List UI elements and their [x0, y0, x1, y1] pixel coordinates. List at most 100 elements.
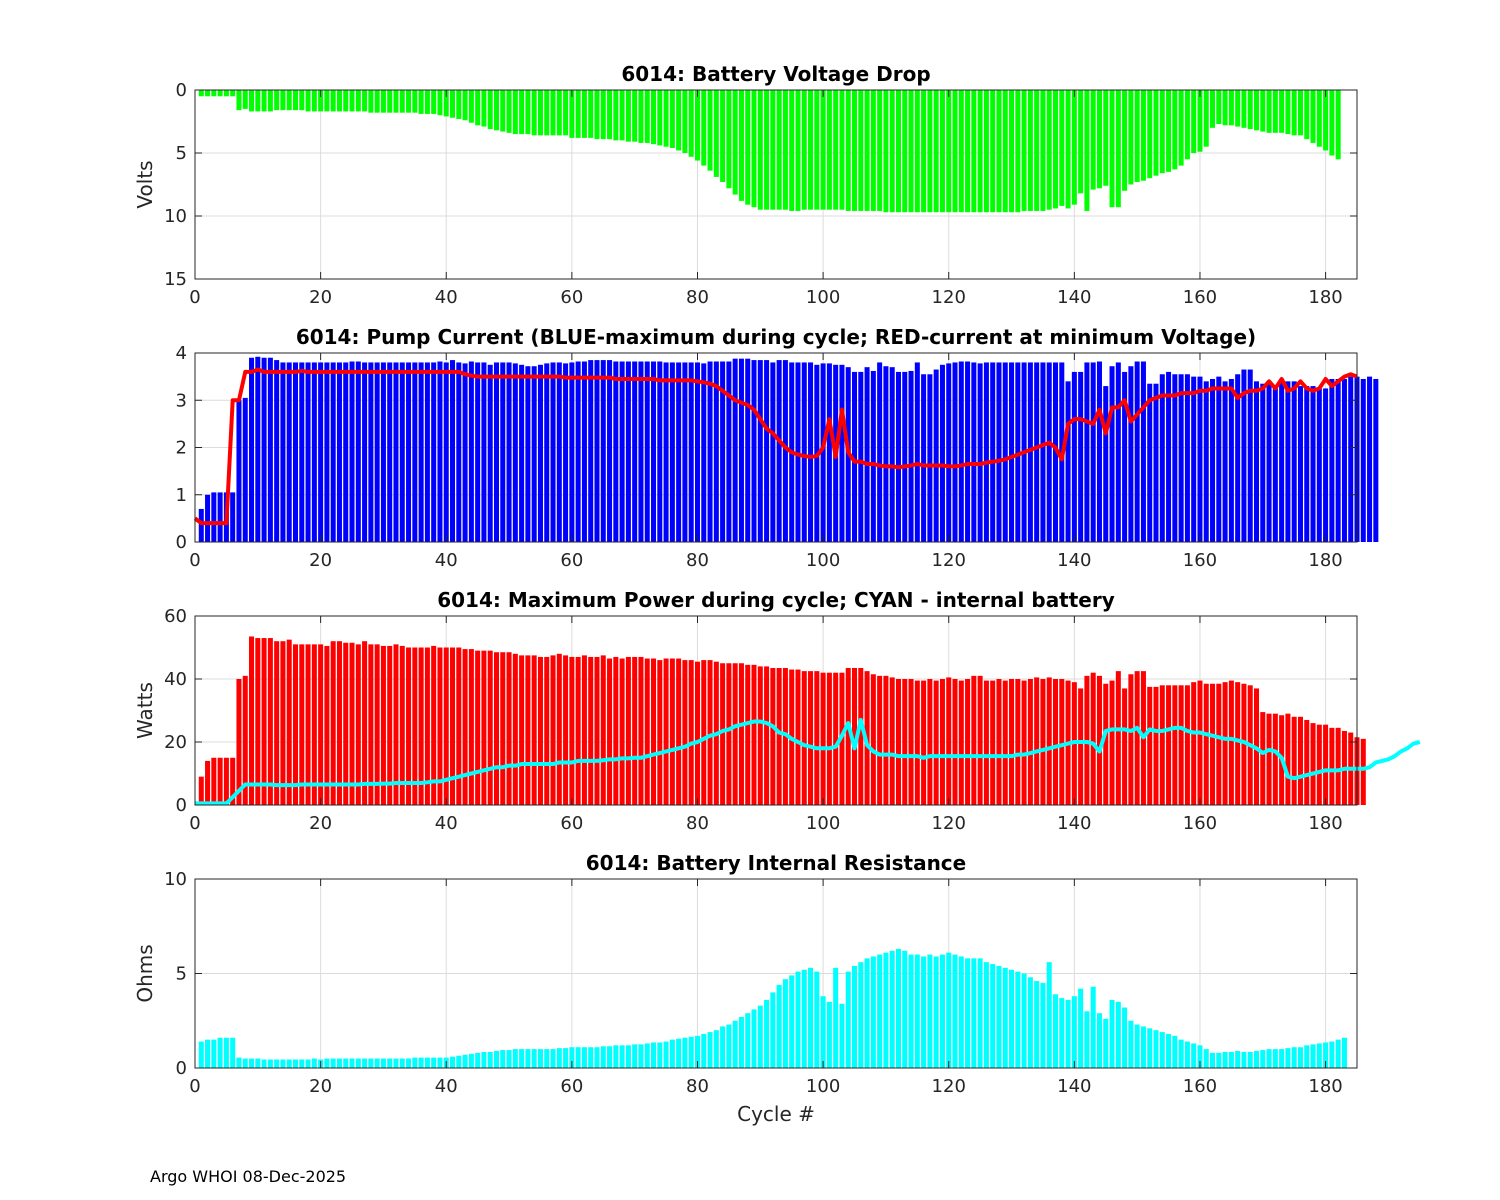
bar — [613, 1045, 619, 1068]
bar — [669, 1039, 675, 1068]
bar — [198, 1041, 204, 1068]
bar — [487, 1051, 493, 1068]
bar — [607, 90, 613, 140]
bar — [1235, 682, 1241, 805]
bar — [858, 962, 864, 1068]
bar — [914, 680, 920, 805]
bar — [255, 90, 261, 112]
bar — [814, 90, 820, 210]
bar — [1034, 362, 1040, 542]
bar — [1304, 90, 1310, 140]
bar — [958, 956, 964, 1068]
bar — [387, 645, 393, 805]
bar — [713, 361, 719, 542]
bar — [977, 958, 983, 1068]
bar — [776, 90, 782, 210]
x-tick-label: 140 — [1057, 550, 1091, 571]
bar — [468, 361, 474, 542]
y-tick-label: 5 — [176, 143, 187, 164]
bar — [588, 1047, 594, 1068]
bar — [569, 656, 575, 805]
bar — [983, 962, 989, 1068]
bar — [814, 671, 820, 806]
bar — [852, 667, 858, 805]
bar — [418, 362, 424, 542]
bar — [908, 954, 914, 1068]
bar — [1078, 988, 1084, 1068]
bar — [726, 90, 732, 189]
bar — [230, 492, 236, 542]
bar — [795, 90, 801, 211]
bar — [1197, 90, 1203, 152]
x-tick-label: 60 — [560, 550, 583, 571]
bar — [952, 362, 958, 542]
bar — [1260, 90, 1266, 132]
bar — [1297, 90, 1303, 136]
bar — [1253, 1050, 1260, 1068]
bar — [864, 958, 870, 1068]
bar — [343, 90, 349, 112]
bar — [1178, 685, 1184, 805]
bar — [1272, 713, 1278, 805]
bar — [1279, 1049, 1285, 1068]
bar — [663, 658, 669, 805]
bar — [424, 362, 430, 542]
bar — [1178, 90, 1184, 166]
bar — [481, 650, 487, 805]
x-tick-label: 160 — [1183, 287, 1217, 308]
bar — [261, 1059, 267, 1068]
bar — [751, 360, 757, 542]
bar — [450, 647, 456, 805]
bar — [544, 656, 550, 805]
bar — [632, 1044, 638, 1069]
bar — [651, 90, 657, 145]
bar — [575, 1047, 581, 1068]
bar — [858, 667, 864, 805]
bar — [1247, 369, 1253, 542]
bar — [839, 90, 845, 210]
bar — [694, 362, 700, 542]
bar — [839, 364, 845, 542]
bar — [519, 90, 525, 135]
bar — [701, 660, 707, 805]
x-tick-label: 180 — [1308, 1076, 1342, 1097]
bar — [437, 647, 443, 805]
bar — [1297, 716, 1303, 805]
bar — [525, 90, 531, 135]
bar — [1310, 90, 1316, 143]
bar — [877, 90, 883, 211]
axes-box — [194, 615, 1358, 806]
bar — [1140, 361, 1146, 542]
bar — [519, 1049, 525, 1068]
bar — [575, 361, 581, 542]
bar — [1015, 971, 1021, 1068]
bar — [1090, 672, 1096, 805]
bar — [996, 90, 1002, 213]
bar — [1203, 1049, 1209, 1068]
bar — [1197, 680, 1203, 805]
bar — [852, 965, 858, 1068]
bar — [462, 1054, 468, 1068]
bar — [1115, 671, 1121, 806]
bar — [588, 360, 594, 542]
y-tick-label: 0 — [176, 795, 187, 816]
bar — [506, 1050, 512, 1068]
bar — [1053, 994, 1059, 1068]
bar — [644, 361, 650, 542]
bar — [506, 362, 512, 542]
x-tick-label: 0 — [189, 813, 200, 834]
x-tick-label: 60 — [560, 287, 583, 308]
bar — [336, 641, 342, 805]
bar — [299, 90, 305, 111]
bar — [324, 90, 330, 112]
bar — [845, 90, 851, 211]
bar — [198, 776, 204, 805]
bar — [330, 1058, 336, 1068]
bar — [1241, 1051, 1247, 1068]
bar — [820, 363, 826, 542]
bar — [946, 363, 952, 542]
bar — [368, 362, 374, 542]
bar — [211, 1039, 217, 1068]
bar — [619, 361, 625, 542]
bar — [883, 366, 889, 542]
